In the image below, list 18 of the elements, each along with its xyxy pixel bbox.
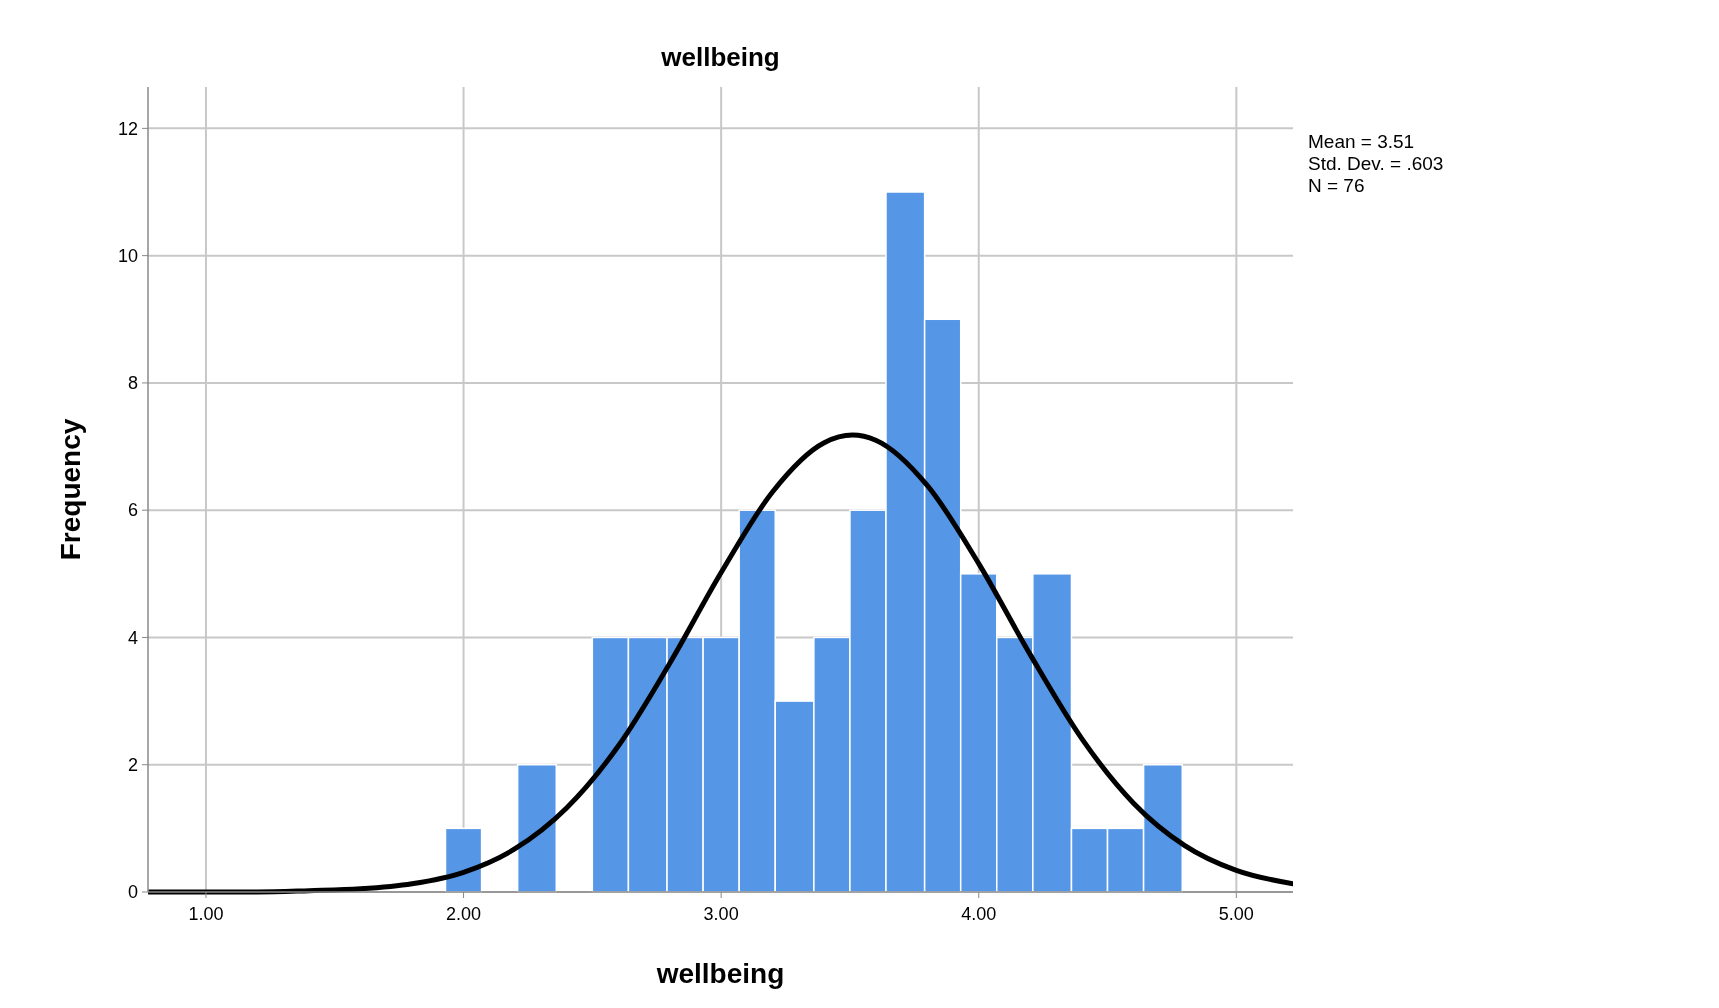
y-tick-label: 12: [117, 118, 138, 139]
x-tick-label: 2.00: [446, 904, 482, 924]
y-tick-label: 2: [127, 755, 138, 776]
x-tick-label: 5.00: [1218, 904, 1254, 924]
y-tick-label: 4: [127, 627, 138, 648]
y-axis-title: Frequency: [55, 418, 86, 561]
x-axis-title: wellbeing: [655, 958, 785, 989]
text: N = 76: [1308, 175, 1365, 196]
y-tick-label: 8: [127, 373, 138, 394]
x-tick-label: 4.00: [961, 904, 997, 924]
y-tick-label: 10: [117, 245, 138, 266]
y-tick-label: 6: [127, 500, 138, 521]
chart-title: wellbeing: [660, 42, 780, 72]
x-tick-label: 1.00: [188, 904, 224, 924]
x-tick-label: 3.00: [703, 904, 739, 924]
text: Std. Dev. = .603: [1308, 153, 1444, 174]
text: Mean = 3.51: [1308, 131, 1415, 152]
y-tick-label: 0: [127, 882, 138, 903]
